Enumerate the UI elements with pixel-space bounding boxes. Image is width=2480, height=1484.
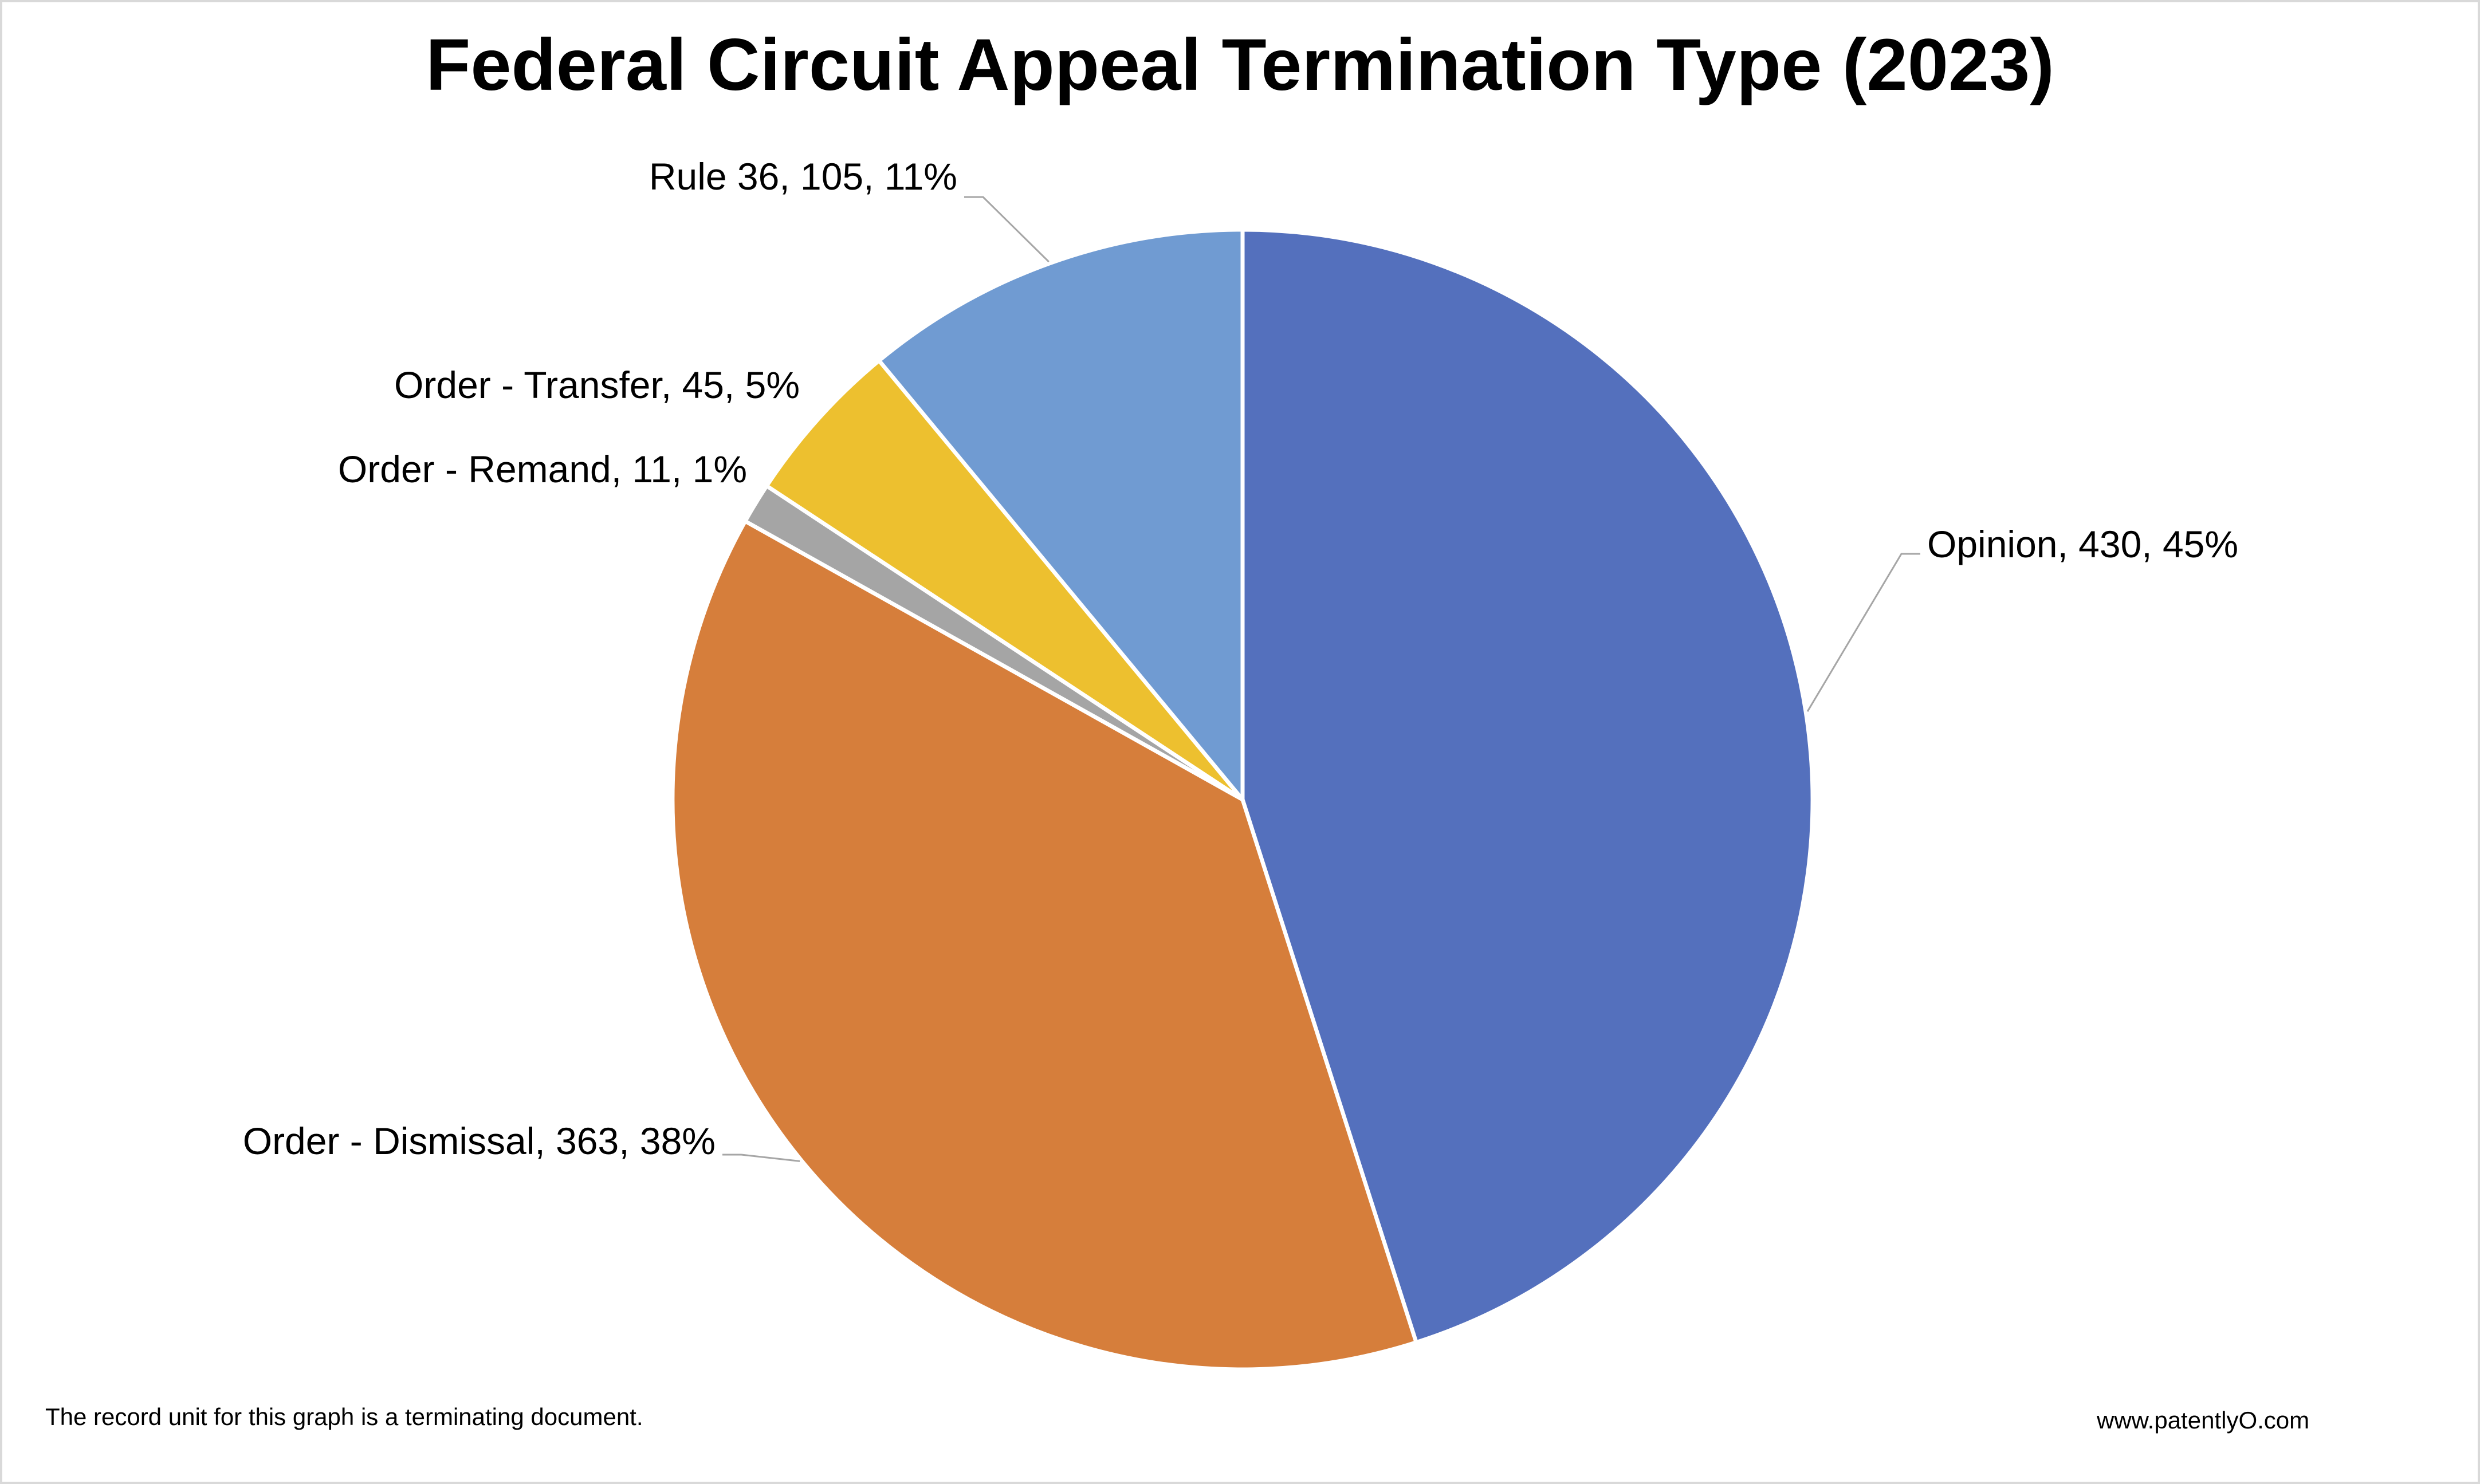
footnote-text: The record unit for this graph is a term… [45, 1403, 643, 1430]
slice-label-order-transfer: Order - Transfer, 45, 5% [394, 364, 800, 406]
pie-slice-rule-36 [877, 227, 1245, 802]
pie-slice-order-dismissal [670, 519, 1418, 1372]
chart-title: Federal Circuit Appeal Termination Type … [426, 24, 2054, 106]
pie-slice-opinion [1240, 227, 1815, 1345]
leader-line-order-dismissal [722, 1154, 800, 1162]
pie-slice-order-transfer [764, 359, 1245, 802]
website-credit: www.patentlyO.com [2097, 1407, 2310, 1434]
slice-label-opinion: Opinion, 430, 45% [1927, 523, 2238, 565]
slice-label-order-dismissal: Order - Dismissal, 363, 38% [243, 1120, 716, 1162]
leader-line-opinion [1806, 553, 1920, 712]
leader-line-rule-36 [964, 196, 1050, 263]
slice-label-order-remand: Order - Remand, 11, 1% [338, 448, 747, 490]
slice-label-rule-36: Rule 36, 105, 11% [649, 155, 957, 198]
